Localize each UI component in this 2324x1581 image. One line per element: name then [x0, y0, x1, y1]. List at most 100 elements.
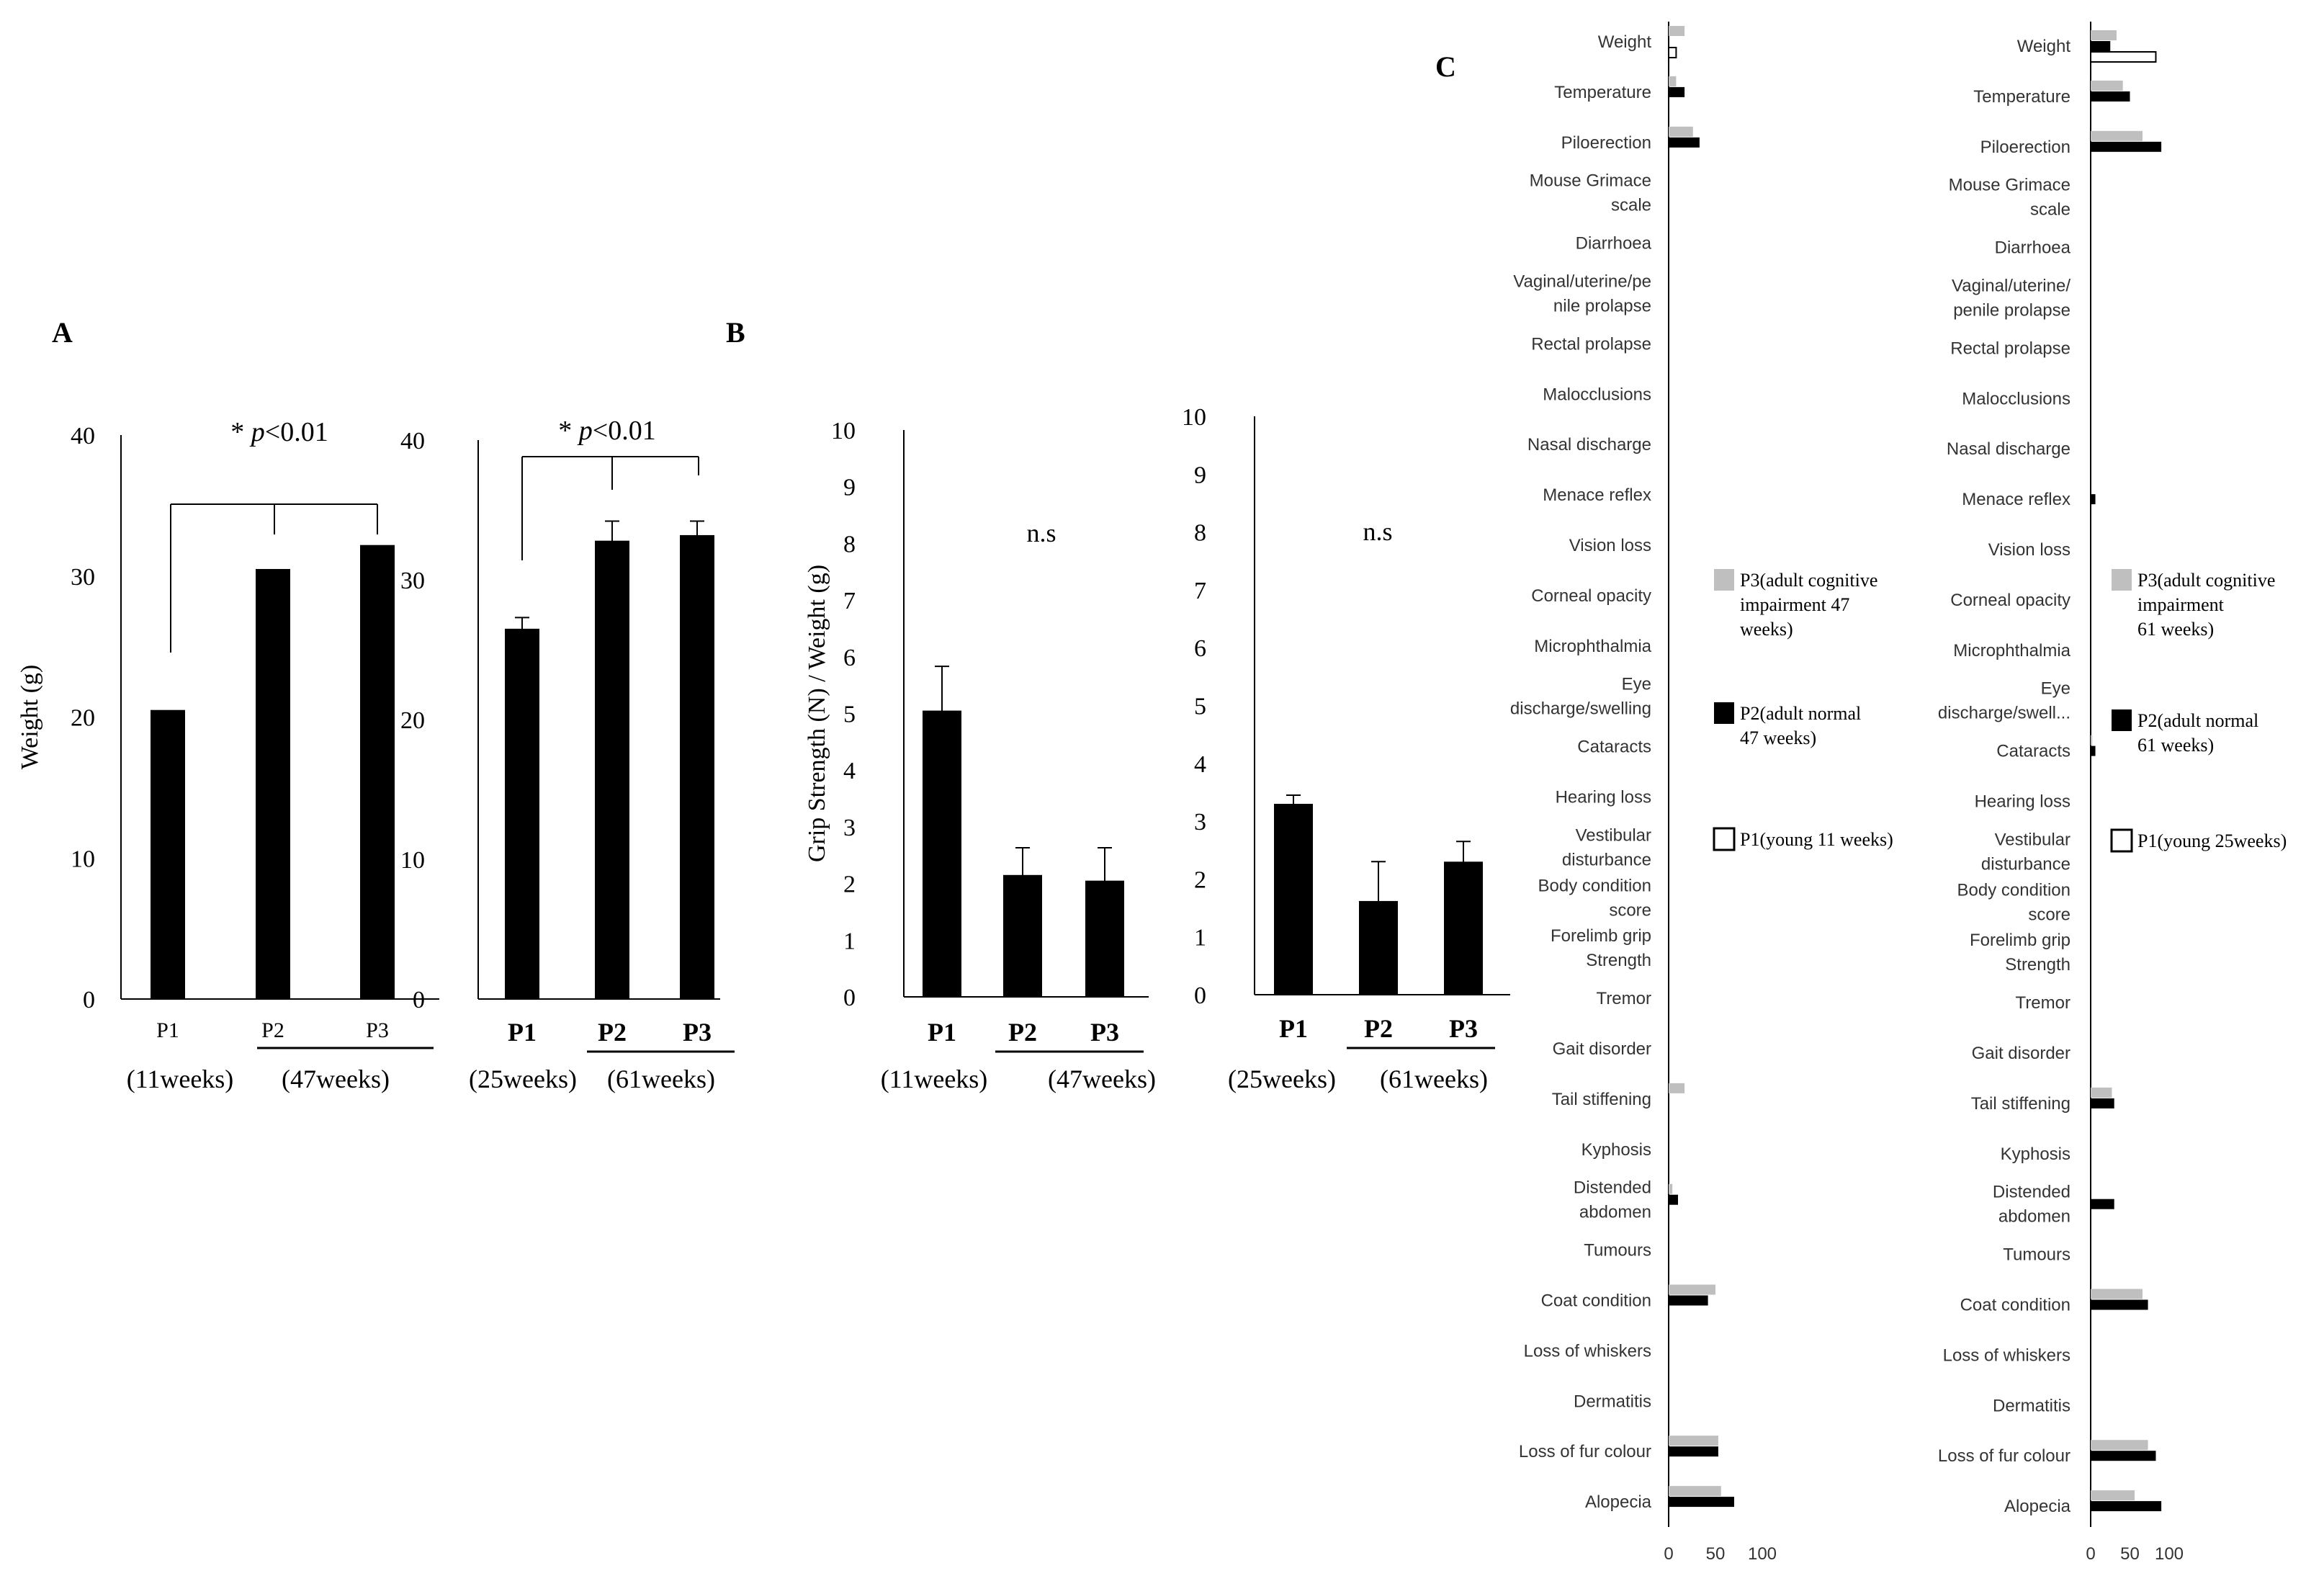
bar-p3 — [1669, 1083, 1685, 1093]
category-label: Forelimb grip Strength — [1970, 931, 2070, 975]
category-label-line: disturbance — [1981, 854, 2070, 874]
category-label: Piloerection — [1980, 138, 2070, 157]
sig-p: p — [249, 417, 265, 447]
legend-swatch-p1 — [2110, 828, 2133, 853]
category-label-line: Weight — [1598, 32, 1652, 52]
bar-p3 — [2091, 1440, 2148, 1451]
legend-label-line: P2(adult normal — [1740, 703, 1861, 724]
bar-p3 — [1669, 1436, 1718, 1446]
category-label: Gait disorder — [1972, 1044, 2070, 1063]
bar-p2 — [2091, 1299, 2148, 1310]
legend-label-line: 61 weeks) — [2137, 735, 2214, 756]
y-tick-label: 1 — [843, 928, 856, 954]
category-label-line: Tumours — [1584, 1241, 1651, 1260]
legend-swatch-p3 — [1714, 569, 1734, 591]
category-label-line: Loss of whiskers — [1524, 1341, 1651, 1361]
category-label: Cataracts — [1996, 742, 2070, 761]
bar-p2 — [1669, 1497, 1734, 1508]
legend-label-line: impairment 47 — [1740, 594, 1849, 615]
category-label: Body condition score — [1538, 876, 1651, 920]
category-label: Hearing loss — [1975, 792, 2070, 812]
bar-p3 — [2091, 80, 2123, 91]
category-label: Coat condition — [1541, 1291, 1651, 1311]
category-label: Vestibular disturbance — [1981, 830, 2070, 874]
category-label-line: abdomen — [1579, 1203, 1651, 1222]
y-tick-label: 10 — [71, 846, 95, 872]
chart-b-left: 0 1 2 3 4 5 6 7 8 9 10 Grip Strength (N) / Weight (… — [804, 418, 1156, 1093]
chart-a-right: 0 10 20 30 40 P1 P2 P3 (25weeks) (61weeks) * p<0.0… — [400, 416, 735, 1093]
category-label-line: Menace reflex — [1543, 485, 1651, 505]
bar-p2 — [2091, 1098, 2114, 1109]
legend-swatch-p2 — [1714, 702, 1734, 724]
category-label: Cataracts — [1577, 738, 1651, 757]
category-label: Vaginal/uterine/penile prolapse — [1952, 277, 2070, 321]
legend-label-line: 61 weeks) — [2137, 619, 2214, 640]
category-label-line: Microphthalmia — [1953, 641, 2070, 660]
category-label-line: Diarrhoea — [1576, 234, 1652, 254]
chart-c-left: 0 50 100 Weight Temperature Piloerection Mouse… — [1510, 22, 1893, 1564]
legend-label: P3(adult cognitive impairment 61 weeks) — [2137, 570, 2275, 640]
category-label-line: Vaginal/uterine/ — [1952, 277, 2070, 296]
category-label-line: Loss of fur colour — [1938, 1446, 2070, 1466]
category-label: Gait disorder — [1553, 1039, 1651, 1059]
category-label-line: Eye — [1622, 675, 1651, 694]
x-tick-label: P2 — [598, 1018, 627, 1047]
legend-label-line: P3(adult cognitive — [2137, 570, 2275, 591]
category-label-line: nile prolapse — [1553, 297, 1651, 316]
group-label: (11weeks) — [127, 1065, 234, 1093]
category-label: Loss of fur colour — [1938, 1446, 2070, 1466]
legend-label: P2(adult normal 61 weeks) — [2137, 710, 2258, 756]
category-label-line: Nasal discharge — [1947, 439, 2070, 459]
sig-threshold: <0.01 — [593, 416, 656, 446]
legend-label-line: impairment — [2137, 594, 2225, 615]
y-tick-label: 10 — [1182, 404, 1206, 431]
category-label-line: Corneal opacity — [1950, 591, 2070, 610]
category-label-line: Weight — [2017, 37, 2071, 56]
x-tick-label: 50 — [2120, 1544, 2140, 1564]
bar-p2 — [2091, 1501, 2162, 1512]
panel-label-c: C — [1435, 50, 1456, 83]
category-label-line: Coat condition — [1541, 1291, 1651, 1311]
category-label-line: Cataracts — [1996, 742, 2070, 761]
x-tick-label: P2 — [1364, 1014, 1393, 1043]
x-tick-label: P3 — [1090, 1018, 1119, 1047]
x-tick-label: 0 — [1664, 1544, 1673, 1564]
category-label: Nasal discharge — [1947, 439, 2070, 459]
category-label-line: Vision loss — [1569, 536, 1651, 555]
category-label-line: scale — [2030, 200, 2070, 220]
category-label: Forelimb grip Strength — [1551, 926, 1651, 970]
category-label: Coat condition — [1960, 1296, 2070, 1315]
y-tick-label: 4 — [1194, 751, 1206, 778]
category-label-line: abdomen — [1998, 1207, 2070, 1227]
bar-p3 — [2091, 130, 2143, 141]
y-tick-label: 5 — [843, 702, 856, 728]
y-tick-label: 2 — [1194, 866, 1206, 893]
bar-p3 — [2091, 1087, 2112, 1098]
category-label-line: Tremor — [2016, 993, 2070, 1013]
category-label-line: Microphthalmia — [1534, 637, 1651, 656]
category-label-line: penile prolapse — [1953, 301, 2070, 321]
category-label: Dermatitis — [1993, 1396, 2070, 1415]
category-label-line: Malocclusions — [1962, 389, 2070, 408]
category-label-line: discharge/swell... — [1938, 704, 2070, 723]
y-tick-label: 5 — [1194, 694, 1206, 720]
bar-p3 — [1669, 1183, 1673, 1194]
bar-p1 — [923, 710, 961, 997]
y-tick-label: 30 — [400, 568, 425, 594]
x-tick-label: P3 — [1449, 1014, 1478, 1043]
category-label: Dermatitis — [1574, 1392, 1651, 1411]
y-tick-label: 40 — [400, 428, 425, 454]
bar-p1 — [2090, 51, 2157, 63]
category-label-line: Hearing loss — [1975, 792, 2070, 812]
y-tick-label: 0 — [413, 987, 425, 1013]
category-label: Microphthalmia — [1953, 641, 2070, 660]
bar-p2 — [2091, 41, 2111, 51]
bar-p2 — [1669, 1295, 1708, 1306]
category-label: Loss of whiskers — [1524, 1341, 1651, 1361]
category-label-line: Tail stiffening — [1552, 1090, 1651, 1109]
group-label: (61weeks) — [607, 1065, 715, 1093]
bar-p3 — [2091, 1490, 2135, 1501]
category-label-line: Malocclusions — [1543, 385, 1651, 404]
category-label-line: Vision loss — [1988, 540, 2070, 560]
significance-label: * p<0.01 — [558, 416, 655, 446]
